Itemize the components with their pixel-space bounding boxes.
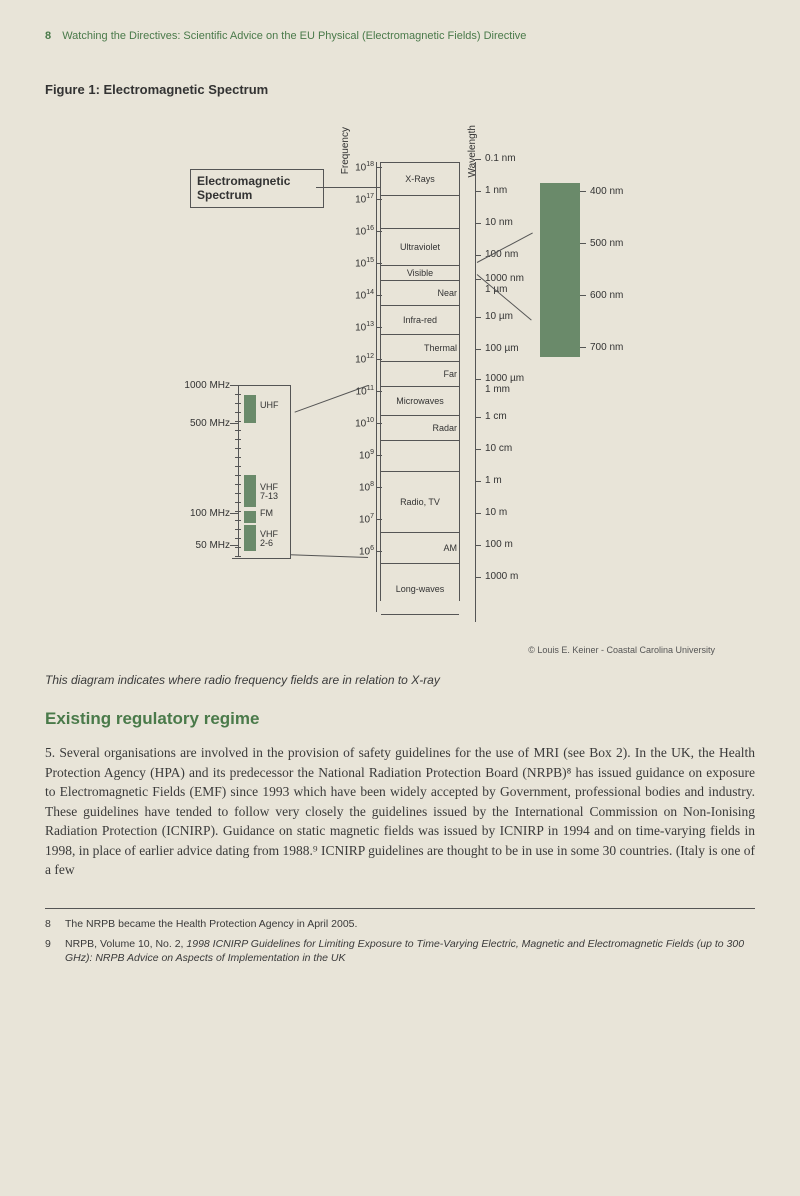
freq-tick: 1014 xyxy=(355,289,374,301)
band-cell xyxy=(381,441,459,472)
band-cell: Microwaves xyxy=(381,387,459,416)
wave-tick: 0.1 nm xyxy=(485,153,516,164)
visible-tick: 700 nm xyxy=(590,342,623,353)
freq-tick: 108 xyxy=(359,481,374,493)
wave-tick: 1000 m xyxy=(485,571,518,582)
band-cell: AM xyxy=(381,533,459,564)
title-box: ElectromagneticSpectrum xyxy=(190,169,324,208)
radio-band-label: FM xyxy=(260,509,273,518)
section-heading: Existing regulatory regime xyxy=(45,709,755,729)
radio-band-label: VHF 2-6 xyxy=(260,530,278,549)
visible-tick: 600 nm xyxy=(590,290,623,301)
band-cell xyxy=(381,196,459,229)
band-cell: Radio, TV xyxy=(381,472,459,533)
radio-band-bar xyxy=(244,395,256,423)
visible-tick: 500 nm xyxy=(590,238,623,249)
wave-tick: 1000 nm 1 µm xyxy=(485,273,524,295)
frequency-axis-label: Frequency xyxy=(340,127,351,174)
freq-tick: 1013 xyxy=(355,321,374,333)
em-spectrum-diagram: Frequency Wavelength ElectromagneticSpectr… xyxy=(120,117,680,637)
running-title: Watching the Directives: Scientific Advi… xyxy=(62,30,526,42)
freq-tick: 106 xyxy=(359,545,374,557)
band-cell: Near xyxy=(381,281,459,306)
radio-tick: 100 MHz xyxy=(190,508,230,519)
band-cell: Infra-red xyxy=(381,306,459,335)
wave-tick: 10 µm xyxy=(485,311,513,322)
wave-tick: 10 cm xyxy=(485,443,512,454)
wavelength-axis-label: Wavelength xyxy=(467,125,478,177)
freq-tick: 107 xyxy=(359,513,374,525)
wave-tick: 1 nm xyxy=(485,185,507,196)
visible-tick: 400 nm xyxy=(590,186,623,197)
figure-title: Figure 1: Electromagnetic Spectrum xyxy=(45,82,755,97)
freq-axis-line xyxy=(376,162,377,612)
footnote-number: 9 xyxy=(45,937,65,965)
band-cell: Thermal xyxy=(381,335,459,362)
freq-tick: 1015 xyxy=(355,257,374,269)
visible-bar xyxy=(540,183,580,357)
radio-tick: 500 MHz xyxy=(190,418,230,429)
footnote-rule xyxy=(45,908,755,909)
figure-credit: © Louis E. Keiner - Coastal Carolina Uni… xyxy=(45,645,715,655)
body-paragraph: 5. Several organisations are involved in… xyxy=(45,743,755,880)
freq-tick: 1016 xyxy=(355,225,374,237)
radio-band-bar xyxy=(244,525,256,551)
wave-tick: 100 µm xyxy=(485,343,519,354)
footnotes: 8The NRPB became the Health Protection A… xyxy=(45,917,755,966)
page-number: 8 xyxy=(45,30,51,42)
connector-line xyxy=(316,187,380,188)
radio-band-label: VHF 7-13 xyxy=(260,483,278,502)
band-cell: Radar xyxy=(381,416,459,441)
radio-tick: 50 MHz xyxy=(196,540,230,551)
freq-tick: 109 xyxy=(359,449,374,461)
footnote-text: NRPB, Volume 10, No. 2, 1998 ICNIRP Guid… xyxy=(65,937,755,965)
freq-tick: 1017 xyxy=(355,193,374,205)
radio-band-bar xyxy=(244,475,256,507)
band-cell: Visible xyxy=(381,266,459,281)
wave-tick: 1 cm xyxy=(485,411,507,422)
band-column: X-Rays UltravioletVisibleNearInfra-redThe… xyxy=(380,162,460,601)
freq-tick: 1010 xyxy=(355,417,374,429)
footnote: 9NRPB, Volume 10, No. 2, 1998 ICNIRP Gui… xyxy=(45,937,755,965)
wave-tick: 1 m xyxy=(485,475,502,486)
band-cell: Far xyxy=(381,362,459,387)
band-cell: Long-waves xyxy=(381,564,459,615)
radio-band-bar xyxy=(244,511,256,523)
radio-tick: 1000 MHz xyxy=(184,380,230,391)
footnote-text: The NRPB became the Health Protection Ag… xyxy=(65,917,755,931)
figure-caption: This diagram indicates where radio frequ… xyxy=(45,673,755,687)
wave-tick: 1000 µm 1 mm xyxy=(485,373,524,395)
freq-tick: 1018 xyxy=(355,161,374,173)
wave-tick: 10 m xyxy=(485,507,507,518)
wave-tick: 10 nm xyxy=(485,217,513,228)
wave-axis-line xyxy=(475,162,476,622)
running-head: 8 Watching the Directives: Scientific Ad… xyxy=(45,30,755,42)
freq-tick: 1012 xyxy=(355,353,374,365)
footnote: 8The NRPB became the Health Protection A… xyxy=(45,917,755,931)
radio-band-label: UHF xyxy=(260,401,279,410)
band-cell: Ultraviolet xyxy=(381,229,459,266)
footnote-number: 8 xyxy=(45,917,65,931)
band-cell: X-Rays xyxy=(381,163,459,196)
wave-tick: 100 m xyxy=(485,539,513,550)
